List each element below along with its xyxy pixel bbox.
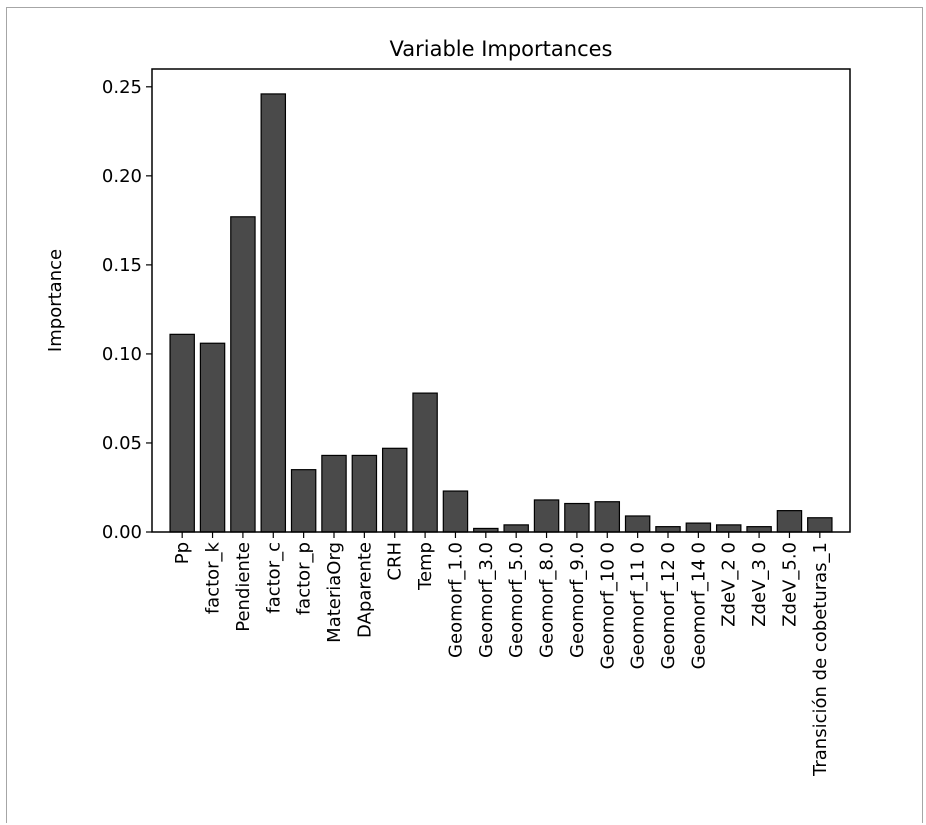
y-tick-label: 0.10 bbox=[102, 344, 142, 365]
bar-16 bbox=[655, 526, 681, 533]
bar-5 bbox=[321, 454, 347, 533]
x-tick-label: Pendiente bbox=[233, 542, 254, 632]
bar-21 bbox=[807, 517, 833, 533]
bar-12 bbox=[533, 499, 560, 533]
bar-14 bbox=[594, 501, 621, 533]
x-tick-label: Geomorf_5.0 bbox=[506, 542, 527, 658]
bar-18 bbox=[715, 524, 742, 533]
bar-9 bbox=[442, 490, 469, 533]
x-tick-label: ZdeV_2 0 bbox=[719, 542, 740, 627]
y-axis: 0.00 0.05 0.10 0.15 0.20 0.25 bbox=[102, 77, 152, 543]
x-tick-label: Geomorf_12 0 bbox=[658, 542, 679, 669]
y-tick-label: 0.00 bbox=[102, 522, 142, 543]
x-tick-label: Geomorf_3.0 bbox=[476, 542, 497, 658]
x-tick-label: Transición de cobeturas_1 bbox=[810, 542, 831, 777]
x-axis: Pp factor_k Pendiente factor_c factor_p Mater… bbox=[172, 532, 831, 777]
y-tick-label: 0.05 bbox=[102, 433, 142, 454]
chart-title: Variable Importances bbox=[390, 37, 613, 61]
bar-3 bbox=[260, 93, 287, 533]
bar-15 bbox=[624, 515, 651, 533]
y-tick-label: 0.20 bbox=[102, 166, 142, 187]
y-axis-title: Importance bbox=[45, 249, 66, 352]
x-tick-label: ZdeV_3 0 bbox=[749, 542, 770, 627]
bar-6 bbox=[351, 454, 378, 533]
x-tick-label: Geomorf_14 0 bbox=[688, 542, 709, 669]
chart-frame bbox=[6, 7, 923, 823]
x-tick-label: Geomorf_10 0 bbox=[597, 542, 618, 669]
y-tick-label: 0.15 bbox=[102, 255, 142, 276]
bars bbox=[169, 93, 833, 533]
bar-11 bbox=[503, 524, 529, 533]
x-tick-label: Geomorf_1.0 bbox=[445, 542, 466, 658]
bar-19 bbox=[746, 526, 772, 533]
plot-area bbox=[151, 68, 851, 533]
bar-13 bbox=[564, 502, 590, 533]
x-tick-label: Geomorf_8.0 bbox=[537, 542, 558, 658]
x-tick-label: Temp bbox=[415, 542, 436, 591]
x-tick-label: factor_c bbox=[263, 542, 284, 614]
bar-17 bbox=[685, 522, 712, 533]
bar-0 bbox=[169, 333, 195, 533]
bar-4 bbox=[290, 469, 317, 533]
x-tick-label: Geomorf_11 0 bbox=[628, 542, 649, 669]
x-tick-label: DAparente bbox=[354, 542, 375, 638]
x-tick-label: Geomorf_9.0 bbox=[567, 542, 588, 658]
x-tick-label: Pp bbox=[172, 542, 193, 564]
bar-8 bbox=[412, 392, 438, 533]
y-tick-label: 0.25 bbox=[102, 77, 142, 98]
bar-2 bbox=[230, 216, 256, 533]
bar-1 bbox=[199, 342, 226, 533]
x-tick-label: CRH bbox=[385, 542, 406, 581]
x-tick-label: factor_p bbox=[294, 542, 315, 615]
bar-7 bbox=[381, 447, 408, 533]
x-tick-label: factor_k bbox=[203, 541, 224, 614]
x-tick-label: MateriaOrg bbox=[324, 542, 345, 643]
bar-20 bbox=[776, 510, 803, 533]
x-tick-label: ZdeV_5.0 bbox=[779, 542, 800, 627]
